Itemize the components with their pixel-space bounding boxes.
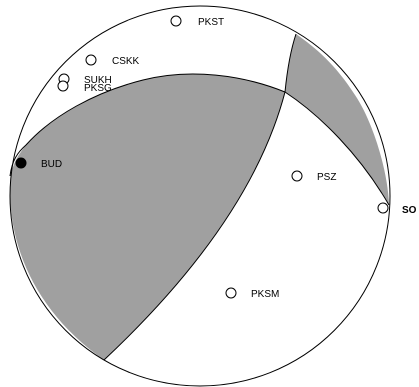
station-label: SO [402,205,417,216]
station-marker [15,157,27,169]
station-marker [291,170,303,182]
station-pkst: PKST [170,15,224,28]
station-marker [85,54,97,66]
compressional-quadrant-west [10,73,285,360]
station-so: SO [377,202,417,216]
station-label: BUD [41,159,62,170]
station-psz: PSZ [291,170,336,183]
compressional-quadrant-east [285,34,389,205]
nodal-plane-2 [9,73,390,206]
station-bud: BUD [15,157,62,170]
station-label: CSKK [112,56,140,67]
station-cskk: CSKK [85,54,140,67]
station-label: PKST [198,17,224,28]
stereonet-boundary [9,5,391,387]
station-marker [57,80,69,92]
station-label: PKSM [251,289,279,300]
nodal-plane-1 [103,33,297,361]
station-marker [225,287,237,299]
station-label: PSZ [317,172,336,183]
station-marker [377,202,389,214]
station-label: PKSG [84,83,112,94]
station-pksm: PKSM [225,287,279,300]
station-marker [170,15,182,27]
station-label: SUKH [84,75,112,86]
station-pksg: PKSG [57,80,112,94]
